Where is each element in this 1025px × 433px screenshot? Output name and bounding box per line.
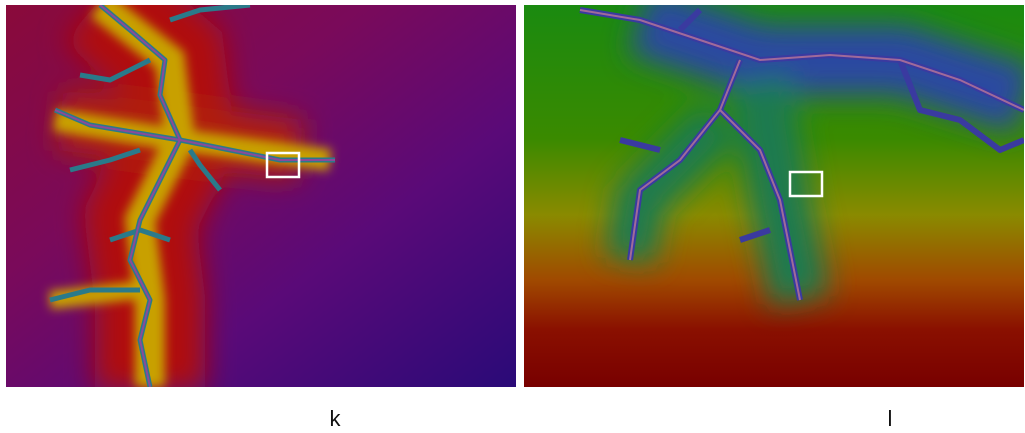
page: k l (() => { const data = JSON.parse(doc… — [0, 0, 1025, 433]
figure: k l — [0, 0, 1025, 433]
panel-k — [6, 0, 516, 390]
panel-background — [6, 5, 516, 387]
panel-label: k — [330, 406, 342, 431]
panel-label: l — [888, 406, 893, 431]
panel-l — [524, 5, 1024, 387]
